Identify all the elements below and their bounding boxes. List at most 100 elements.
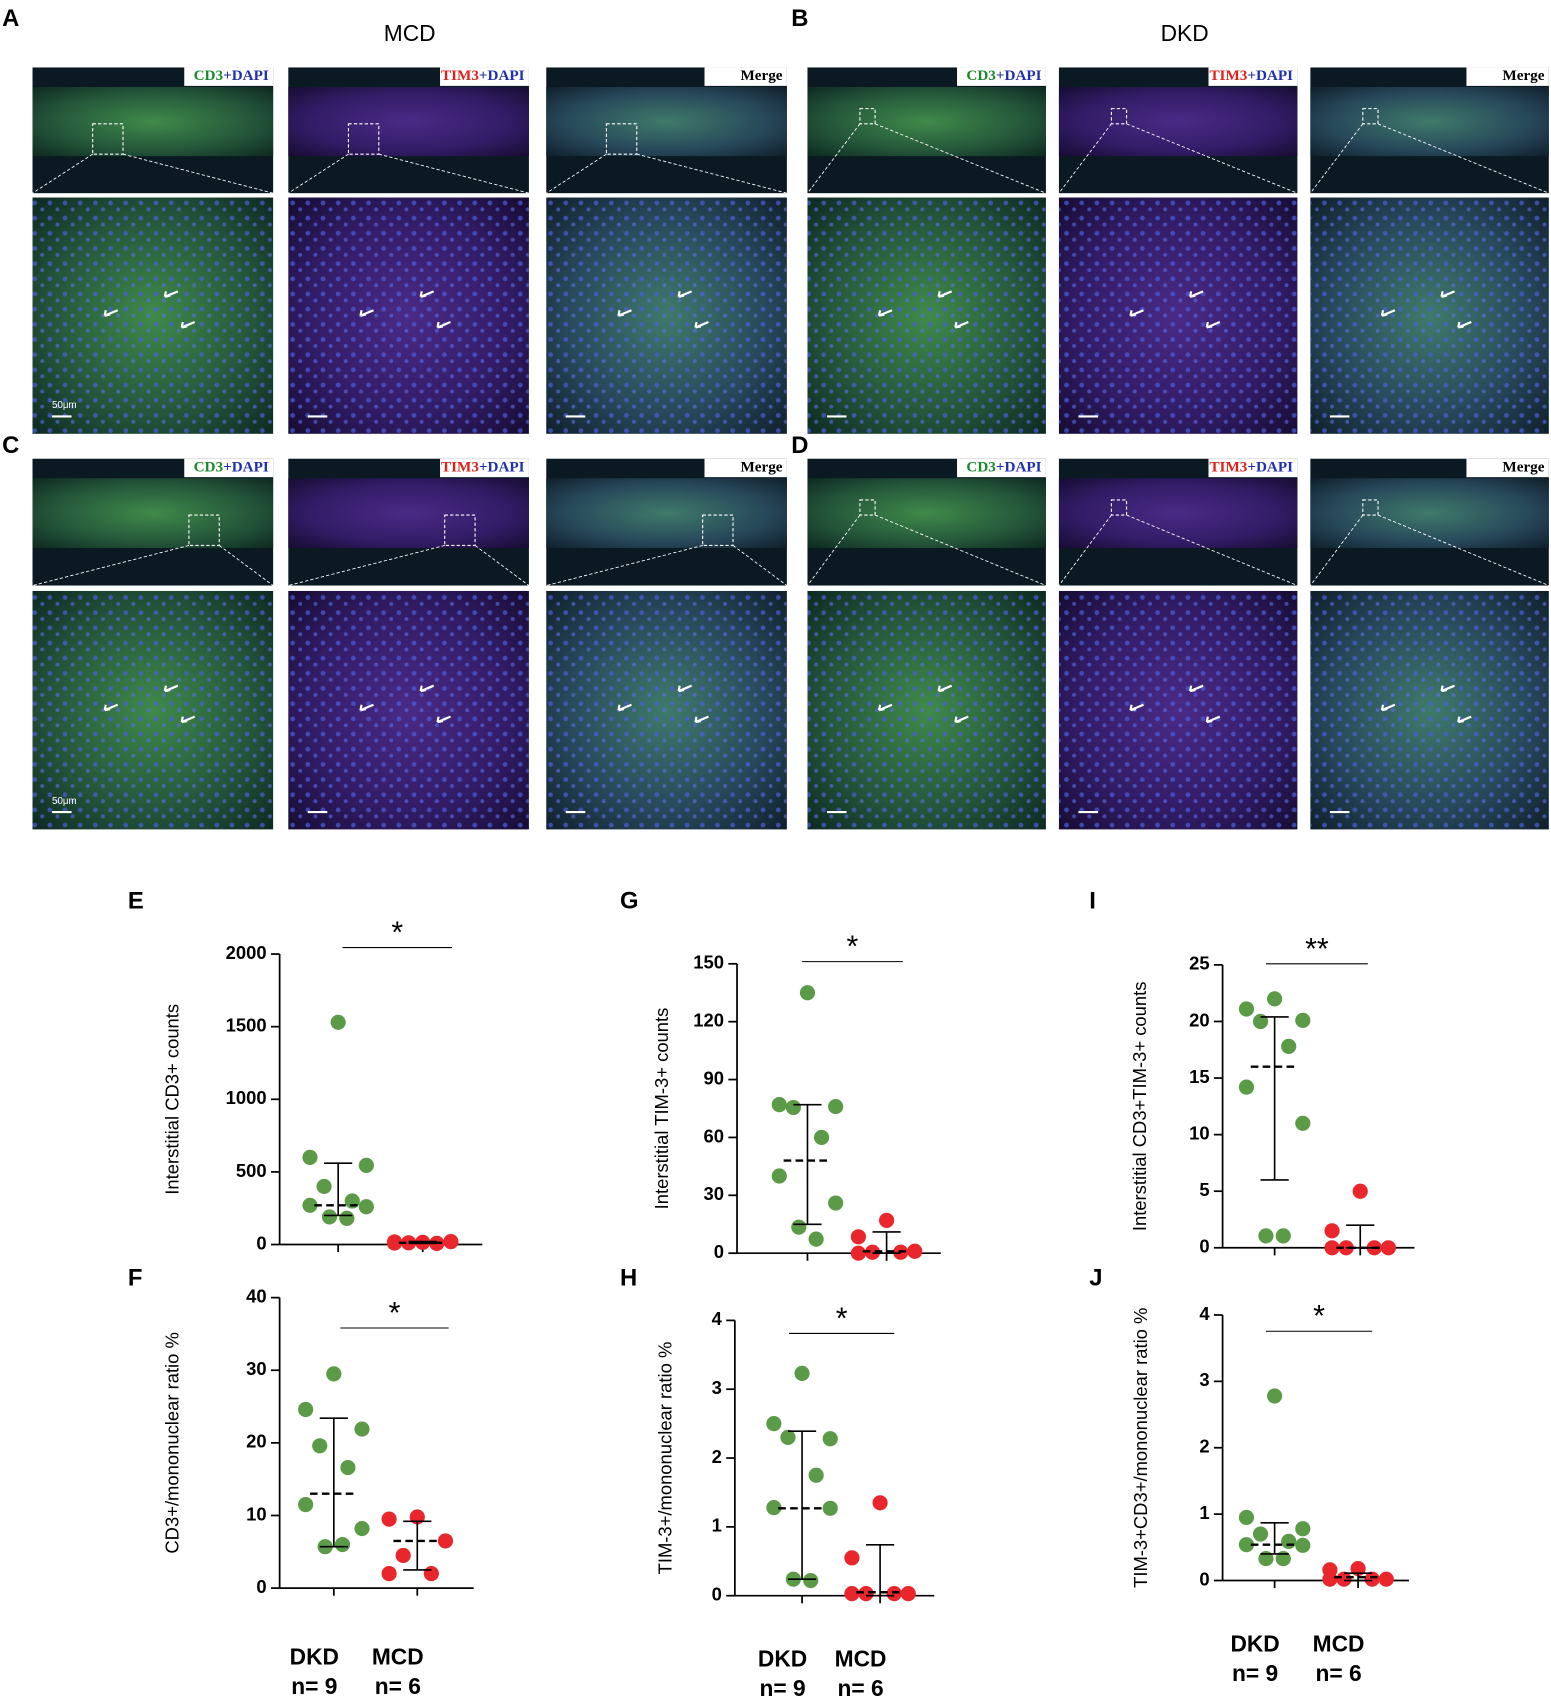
arrow <box>103 309 119 317</box>
channel-marker: Merge <box>740 68 782 85</box>
data-point <box>1380 1240 1397 1256</box>
data-point <box>312 1438 328 1454</box>
data-point <box>822 1500 838 1516</box>
arrow <box>436 715 451 724</box>
zoom-box <box>859 499 876 516</box>
channel-label: CD3+DAPI <box>966 459 1041 476</box>
arrow <box>937 684 953 693</box>
y-tick-label: 30 <box>704 1183 724 1204</box>
nuclei <box>32 590 274 830</box>
y-tick-label: 120 <box>693 1010 724 1031</box>
arrow <box>163 684 179 693</box>
y-tick-label: 0 <box>256 1232 266 1253</box>
sample-size: n= 6 <box>838 1675 884 1700</box>
chart-letter: I <box>1089 887 1096 914</box>
data-point <box>1275 1551 1291 1567</box>
zoom-line <box>874 123 1047 194</box>
arrow <box>103 703 119 712</box>
data-point <box>1295 1012 1311 1028</box>
nuclei <box>807 197 1046 434</box>
zoom-box <box>859 108 876 125</box>
y-axis-label: Interstitial CD3+TIM-3+ counts <box>1129 982 1150 1232</box>
zoom-box <box>188 514 220 546</box>
data-point <box>1324 1240 1340 1256</box>
channel-counterstain: +DAPI <box>223 68 269 85</box>
y-tick-label: 500 <box>236 1160 267 1181</box>
channel-label: TIM3+DAPI <box>441 68 525 85</box>
y-tick-label: 1000 <box>226 1087 267 1108</box>
data-point <box>1238 1509 1255 1526</box>
zoom-box <box>605 123 638 155</box>
zoom-line <box>1377 123 1549 194</box>
arrow <box>359 309 374 317</box>
arrow <box>877 309 893 317</box>
arrow <box>1457 321 1472 329</box>
channel-marker: TIM3 <box>441 459 479 476</box>
zoom-line <box>732 545 788 586</box>
label-box <box>957 458 1046 478</box>
y-tick-label: 150 <box>693 952 724 973</box>
y-tick-label: 0 <box>256 1576 266 1597</box>
zoom-line <box>1058 514 1112 586</box>
tissue-strip <box>546 86 787 157</box>
y-tick-label: 3 <box>1199 1369 1209 1390</box>
arrow <box>694 715 709 724</box>
y-tick-label: 15 <box>1189 1066 1209 1087</box>
y-tick-label: 3 <box>712 1377 722 1398</box>
channel-counterstain: +DAPI <box>479 68 525 85</box>
arrow <box>1129 703 1144 712</box>
tissue-strip <box>288 478 529 548</box>
data-point <box>316 1178 332 1195</box>
significance-label: * <box>836 1302 848 1335</box>
zoom-box <box>1362 499 1379 516</box>
nuclei <box>288 590 529 830</box>
arrow <box>1189 290 1204 298</box>
data-point <box>900 1586 916 1602</box>
sample-size: n= 6 <box>1315 1660 1361 1686</box>
panel-letter: A <box>2 5 19 32</box>
data-point <box>339 1210 355 1226</box>
tissue-strip <box>32 86 274 157</box>
arrow <box>1440 684 1455 693</box>
data-point <box>828 1195 844 1211</box>
data-point <box>358 1157 374 1173</box>
data-point <box>334 1536 351 1553</box>
data-point <box>1295 1537 1311 1553</box>
significance-label: * <box>391 917 403 950</box>
y-tick-label: 4 <box>712 1308 723 1329</box>
category-label: DKD <box>758 1646 807 1672</box>
data-point <box>850 1245 867 1261</box>
arrow <box>419 290 435 298</box>
arrow <box>1440 290 1455 298</box>
zoom-line <box>546 153 607 194</box>
label-box <box>1466 67 1549 86</box>
y-tick-label: 20 <box>1189 1009 1209 1030</box>
arrow <box>694 321 709 329</box>
y-axis-label: TIM-3+CD3+/mononuclear ratio % <box>1130 1308 1151 1588</box>
y-axis-label: TIM-3+/mononuclear ratio % <box>654 1342 675 1575</box>
label-box <box>440 67 529 86</box>
data-point <box>828 1098 844 1115</box>
data-point <box>799 985 816 1001</box>
zoom-box <box>92 123 124 155</box>
label-box <box>184 458 274 478</box>
category-label: DKD <box>1230 1631 1279 1657</box>
data-point <box>850 1229 867 1245</box>
arrow <box>617 309 632 317</box>
nuclei <box>546 590 787 830</box>
channel-marker: Merge <box>1502 68 1544 85</box>
data-point <box>381 1511 397 1527</box>
chart-letter: F <box>128 1265 143 1292</box>
y-tick-label: 30 <box>246 1358 266 1379</box>
nuclei <box>1058 197 1298 434</box>
data-point <box>1295 1115 1311 1131</box>
arrow <box>163 290 179 298</box>
data-point <box>358 1199 374 1215</box>
data-point <box>791 1219 807 1235</box>
zoom-line <box>1310 123 1364 194</box>
channel-counterstain: +DAPI <box>996 68 1042 85</box>
y-tick-label: 10 <box>246 1503 266 1524</box>
channel-label: CD3+DAPI <box>966 68 1041 85</box>
arrow <box>617 703 632 712</box>
data-point <box>766 1416 782 1432</box>
